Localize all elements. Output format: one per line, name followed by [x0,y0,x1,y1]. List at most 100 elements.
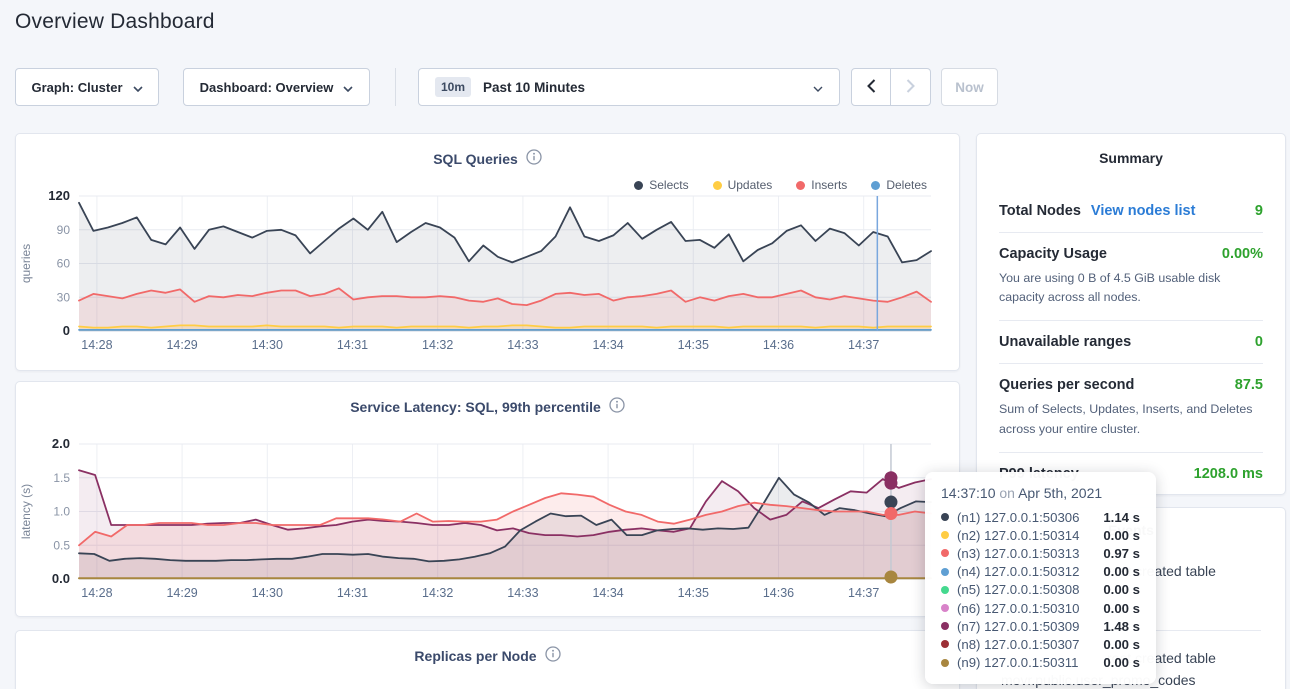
summary-title: Summary [1099,150,1163,166]
summary-row-value: 9 [1254,203,1263,219]
summary-row: Unavailable ranges 0 [999,321,1263,363]
now-button[interactable]: Now [941,68,998,106]
svg-text:14:36: 14:36 [763,338,794,352]
svg-text:14:37: 14:37 [848,586,879,600]
tooltip-row: (n5) 127.0.0.1:50308 0.00 s [941,581,1140,599]
node-color-dot [941,640,949,649]
chevron-left-icon [866,78,876,96]
svg-text:1.0: 1.0 [53,505,70,519]
info-icon[interactable] [526,149,542,168]
tooltip-row: (n2) 127.0.0.1:50314 0.00 s [941,526,1140,544]
node-color-dot [941,549,949,558]
dashboard-dropdown-label: Dashboard: Overview [199,79,334,95]
summary-row-label: Queries per second [999,377,1135,394]
summary-row-head: Total Nodes View nodes list 9 [999,203,1263,219]
tooltip-node-value: 1.14 s [1103,509,1140,525]
graph-dropdown[interactable]: Graph: Cluster [15,68,159,106]
svg-text:120: 120 [48,188,70,203]
dashboard-dropdown[interactable]: Dashboard: Overview [183,68,370,106]
chart-tooltip: 14:37:10 on Apr 5th, 2021 (n1) 127.0.0.1… [925,472,1156,684]
legend-item-selects: Selects [634,178,689,192]
tooltip-node-label: (n3) 127.0.0.1:50313 [957,545,1080,561]
summary-row-desc: Sum of Selects, Updates, Inserts, and De… [999,402,1253,436]
time-range-dropdown[interactable]: 10m Past 10 Minutes [418,68,840,106]
svg-text:14:30: 14:30 [252,586,283,600]
replicas-per-node-panel: Replicas per Node [15,630,960,689]
svg-text:14:29: 14:29 [166,586,197,600]
chart-legend: Selects Updates Inserts Deletes [634,178,927,192]
svg-text:14:32: 14:32 [422,586,453,600]
legend-label: Deletes [886,178,927,192]
svg-text:90: 90 [57,223,71,237]
tooltip-row: (n4) 127.0.0.1:50312 0.00 s [941,563,1140,581]
toolbar-divider [395,68,396,106]
svg-text:14:34: 14:34 [592,586,623,600]
tooltip-node-value: 1.48 s [1103,618,1140,634]
summary-row: Queries per second 87.5 Sum of Selects, Up… [999,364,1263,451]
legend-dot-icon [712,180,722,190]
page-title: Overview Dashboard [15,10,215,33]
service-latency-panel: Service Latency: SQL, 99th percentile 14… [15,381,960,617]
tooltip-node-label: (n7) 127.0.0.1:50309 [957,618,1080,634]
node-color-dot [941,604,949,613]
summary-row-value: 0.00% [1221,246,1263,262]
tooltip-row: (n8) 127.0.0.1:50307 0.00 s [941,635,1140,653]
time-range-badge: 10m [435,77,472,97]
summary-row-value: 0 [1254,334,1263,351]
svg-text:14:32: 14:32 [422,338,453,352]
time-range-label: Past 10 Minutes [483,79,586,95]
summary-rows: Total Nodes View nodes list 9 Capacity Usag… [999,190,1263,495]
node-color-dot [941,585,949,594]
chevron-down-icon [813,80,823,95]
svg-text:14:35: 14:35 [678,338,709,352]
svg-text:14:35: 14:35 [678,586,709,600]
info-icon[interactable] [544,646,561,665]
summary-row-value: 87.5 [1234,377,1263,394]
tooltip-row: (n6) 127.0.0.1:50310 0.00 s [941,599,1140,617]
legend-dot-icon [634,180,644,190]
svg-text:0.0: 0.0 [52,571,70,586]
tooltip-node-label: (n6) 127.0.0.1:50310 [957,600,1080,616]
svg-text:14:30: 14:30 [252,338,283,352]
chevron-down-icon [132,80,143,95]
legend-item-updates: Updates [712,178,772,192]
legend-item-inserts: Inserts [796,178,847,192]
summary-divider [999,320,1263,322]
time-next-button[interactable] [891,68,931,106]
svg-text:14:31: 14:31 [337,338,368,352]
svg-text:14:29: 14:29 [166,338,197,352]
svg-text:queries: queries [19,244,33,283]
sql-queries-chart[interactable]: 14:28 14:29 14:30 14:31 14:32 14:33 14:34 14:35… [16,176,961,356]
svg-text:14:31: 14:31 [337,586,368,600]
svg-text:60: 60 [57,257,71,271]
toolbar: Graph: Cluster Dashboard: Overview 10m P… [0,68,998,106]
sql-queries-title: SQL Queries [433,150,518,167]
service-latency-title: Service Latency: SQL, 99th percentile [350,398,601,415]
summary-row-label: Total Nodes [999,203,1081,219]
time-prev-button[interactable] [851,68,891,106]
view-nodes-link[interactable]: View nodes list [1090,203,1196,219]
tooltip-row: (n1) 127.0.0.1:50306 1.14 s [941,508,1140,526]
tooltip-node-value: 0.00 s [1103,582,1140,598]
summary-divider [999,232,1263,233]
svg-text:2.0: 2.0 [52,436,70,451]
legend-item-deletes: Deletes [871,178,927,192]
svg-text:0: 0 [63,323,70,338]
tooltip-node-value: 0.00 s [1103,655,1140,671]
svg-text:14:36: 14:36 [763,586,794,600]
summary-row-label: Unavailable ranges [999,334,1132,351]
svg-text:latency (s): latency (s) [19,484,33,539]
svg-text:14:28: 14:28 [81,586,112,600]
node-color-dot [941,531,949,540]
tooltip-node-label: (n5) 127.0.0.1:50308 [957,582,1080,598]
service-latency-chart[interactable]: 14:28 14:29 14:30 14:31 14:32 14:33 14:34 14:35… [16,424,961,604]
tooltip-node-value: 0.00 s [1103,636,1140,652]
legend-label: Inserts [811,178,848,192]
svg-text:14:33: 14:33 [507,338,538,352]
svg-text:14:28: 14:28 [81,338,112,352]
info-icon[interactable] [609,397,625,416]
legend-dot-icon [796,180,806,190]
svg-text:0.5: 0.5 [53,538,70,552]
chevron-down-icon [343,80,353,95]
